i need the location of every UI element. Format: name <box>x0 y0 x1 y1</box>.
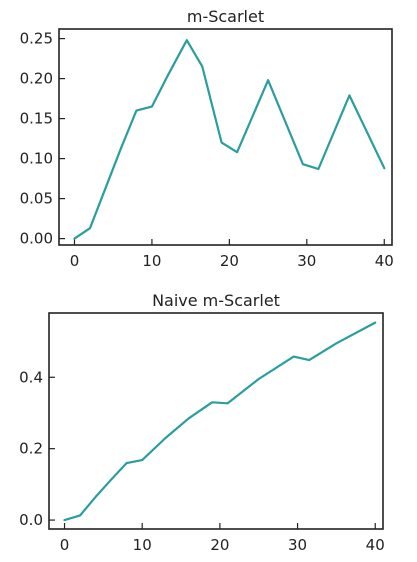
y-tick-label: 0.20 <box>20 70 53 88</box>
x-tick-label: 10 <box>133 536 152 554</box>
x-tick-label: 10 <box>142 252 161 270</box>
x-tick-label: 30 <box>297 252 316 270</box>
x-tick-label: 40 <box>366 536 385 554</box>
y-tick-label: 0.10 <box>20 150 53 168</box>
series-line <box>75 40 385 238</box>
chart-m-scarlet: m-Scarlet 0 10 20 30 40 0.00 0.05 0.10 0.15 0.20 0… <box>20 7 394 270</box>
x-tick-label: 0 <box>60 536 70 554</box>
chart-title: m-Scarlet <box>187 7 264 26</box>
series-line <box>65 323 376 520</box>
y-tick-label: 0.4 <box>19 368 43 386</box>
y-tick-label: 0.2 <box>19 440 43 458</box>
chart-naive-m-scarlet: Naive m-Scarlet 0 10 20 30 40 0.0 0.2 0.4 <box>19 291 385 554</box>
x-tick-label: 20 <box>210 536 229 554</box>
y-tick-label: 0.25 <box>20 30 53 48</box>
plot-frame <box>59 29 392 245</box>
x-tick-label: 0 <box>70 252 80 270</box>
y-tick-label: 0.0 <box>19 511 43 529</box>
chart-title: Naive m-Scarlet <box>152 291 280 310</box>
x-tick-label: 20 <box>220 252 239 270</box>
y-tick-label: 0.00 <box>20 230 53 248</box>
y-tick-label: 0.05 <box>20 190 53 208</box>
x-tick-label: 40 <box>375 252 394 270</box>
y-tick-label: 0.15 <box>20 110 53 128</box>
x-tick-label: 30 <box>288 536 307 554</box>
